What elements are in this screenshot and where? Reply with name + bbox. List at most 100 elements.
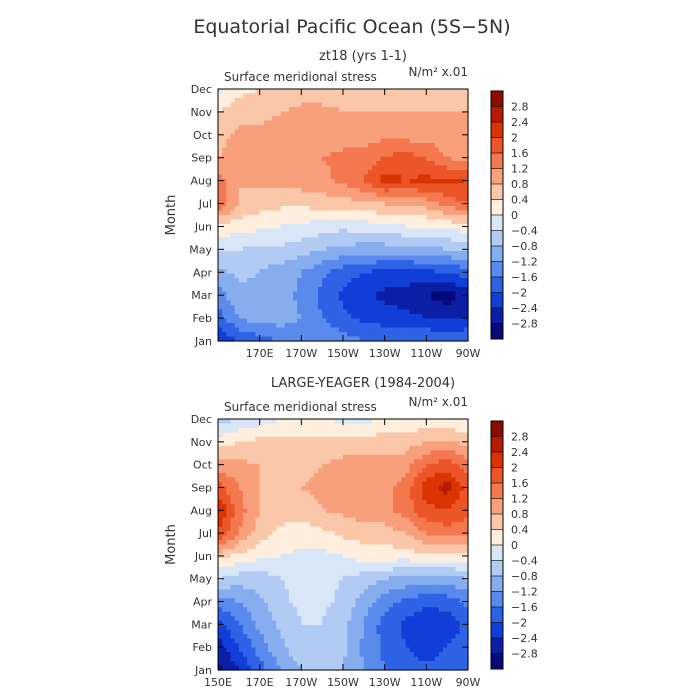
contour-cell bbox=[451, 287, 457, 293]
contour-cell bbox=[218, 477, 223, 483]
contour-cell bbox=[268, 300, 273, 306]
contour-cell bbox=[418, 419, 423, 425]
contour-cell bbox=[430, 273, 436, 279]
contour-cell bbox=[422, 327, 427, 333]
contour-cell bbox=[359, 102, 365, 108]
contour-cell bbox=[409, 423, 415, 429]
contour-cell bbox=[376, 98, 382, 104]
contour-cell bbox=[251, 441, 257, 447]
contour-cell bbox=[351, 228, 357, 234]
contour-cell bbox=[234, 495, 240, 501]
contour-cell bbox=[288, 197, 294, 203]
contour-cell bbox=[255, 251, 261, 257]
contour-cell bbox=[222, 206, 227, 212]
contour-cell bbox=[384, 152, 390, 158]
contour-cell bbox=[218, 463, 223, 469]
contour-cell bbox=[243, 508, 248, 514]
contour-cell bbox=[384, 423, 390, 429]
contour-cell bbox=[226, 327, 232, 333]
contour-cell bbox=[363, 174, 369, 180]
contour-cell bbox=[272, 224, 277, 230]
contour-cell bbox=[222, 260, 227, 266]
contour-cell bbox=[363, 219, 369, 225]
contour-cell bbox=[388, 102, 394, 108]
contour-cell bbox=[397, 215, 402, 221]
contour-cell bbox=[293, 224, 298, 230]
contour-cell bbox=[372, 296, 377, 302]
contour-cell bbox=[318, 197, 323, 203]
contour-cell bbox=[368, 242, 373, 248]
contour-cell bbox=[322, 454, 327, 460]
contour-cell bbox=[409, 156, 415, 162]
contour-cell bbox=[334, 454, 340, 460]
contour-cell bbox=[230, 300, 236, 306]
contour-cell bbox=[413, 228, 419, 234]
contour-cell bbox=[409, 120, 415, 126]
contour-cell bbox=[297, 278, 302, 284]
contour-cell bbox=[218, 486, 223, 492]
contour-cell bbox=[430, 152, 436, 158]
contour-cell bbox=[401, 174, 407, 180]
contour-cell bbox=[243, 161, 248, 167]
contour-cell bbox=[238, 165, 244, 171]
contour-cell bbox=[238, 255, 244, 261]
contour-cell bbox=[380, 183, 386, 189]
contour-cell bbox=[388, 107, 394, 113]
contour-cell bbox=[418, 278, 423, 284]
contour-cell bbox=[343, 309, 348, 315]
contour-cell bbox=[301, 332, 307, 338]
contour-cell bbox=[218, 327, 223, 333]
contour-cell bbox=[263, 129, 269, 135]
contour-cell bbox=[426, 264, 432, 270]
contour-cell bbox=[455, 120, 461, 126]
contour-cell bbox=[405, 138, 411, 144]
contour-cell bbox=[455, 107, 461, 113]
contour-cell bbox=[238, 129, 244, 135]
contour-cell bbox=[413, 147, 419, 153]
contour-cell bbox=[230, 251, 236, 257]
contour-cell bbox=[343, 89, 348, 95]
contour-cell bbox=[376, 314, 382, 320]
contour-cell bbox=[297, 93, 302, 99]
contour-cell bbox=[447, 305, 452, 311]
contour-cell bbox=[393, 206, 398, 212]
contour-cell bbox=[413, 309, 419, 315]
contour-cell bbox=[322, 291, 327, 297]
contour-cell bbox=[443, 255, 448, 261]
contour-cell bbox=[447, 179, 452, 185]
contour-cell bbox=[355, 309, 361, 315]
contour-cell bbox=[230, 323, 236, 329]
contour-cell bbox=[280, 513, 286, 519]
contour-cell bbox=[238, 441, 244, 447]
contour-cell bbox=[297, 206, 302, 212]
contour-cell bbox=[309, 233, 315, 239]
contour-cell bbox=[380, 89, 386, 95]
contour-cell bbox=[243, 459, 248, 465]
contour-cell bbox=[288, 463, 294, 469]
contour-cell bbox=[288, 260, 294, 266]
contour-cell bbox=[409, 242, 415, 248]
contour-cell bbox=[293, 134, 298, 140]
contour-cell bbox=[259, 156, 265, 162]
contour-cell bbox=[272, 332, 277, 338]
contour-cell bbox=[268, 287, 273, 293]
contour-cell bbox=[255, 147, 261, 153]
contour-cell bbox=[355, 472, 361, 478]
contour-cell bbox=[347, 436, 352, 443]
contour-cell bbox=[284, 156, 290, 162]
contour-cell bbox=[226, 129, 232, 135]
contour-cell bbox=[363, 323, 369, 329]
contour-cell bbox=[247, 138, 252, 144]
contour-cell bbox=[409, 300, 415, 306]
contour-cell bbox=[280, 486, 286, 492]
contour-cell bbox=[326, 499, 332, 505]
contour-cell bbox=[443, 269, 448, 275]
contour-cell bbox=[338, 179, 344, 185]
contour-cell bbox=[380, 246, 386, 252]
contour-cell bbox=[218, 170, 223, 176]
contour-cell bbox=[330, 228, 336, 234]
contour-cell bbox=[318, 98, 323, 104]
contour-cell bbox=[451, 318, 457, 324]
contour-cell bbox=[218, 309, 223, 315]
contour-cell bbox=[230, 526, 236, 532]
